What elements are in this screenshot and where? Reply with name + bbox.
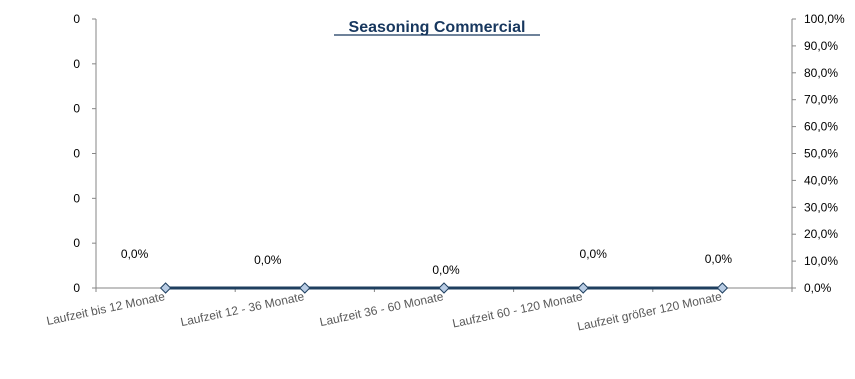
x-axis: Laufzeit bis 12 Monate Laufzeit 12 - 36 M… bbox=[45, 287, 793, 334]
right-axis-tick-label: 70,0% bbox=[804, 93, 838, 107]
data-label: 0,0% bbox=[705, 252, 733, 266]
x-axis-category-label: Laufzeit größer 120 Monate bbox=[576, 289, 723, 333]
series-layer bbox=[159, 282, 729, 294]
x-axis-category-label: Laufzeit 36 - 60 Monate bbox=[318, 289, 445, 329]
left-axis-tick-label: 0 bbox=[73, 236, 80, 250]
left-y-axis: 0 0 0 0 0 0 0 bbox=[73, 12, 97, 295]
x-axis-category-label: Laufzeit 60 - 120 Monate bbox=[451, 289, 584, 330]
right-axis-tick-label: 60,0% bbox=[804, 120, 838, 134]
chart-title: Seasoning Commercial bbox=[349, 19, 526, 36]
left-axis-tick-label: 0 bbox=[73, 57, 80, 71]
right-axis-tick-label: 30,0% bbox=[804, 200, 838, 214]
data-label: 0,0% bbox=[121, 247, 149, 261]
right-axis-tick-label: 40,0% bbox=[804, 173, 838, 187]
series-point-marker bbox=[299, 282, 311, 294]
left-axis-tick-label: 0 bbox=[73, 281, 80, 295]
left-axis-tick-label: 0 bbox=[73, 102, 80, 116]
right-y-axis: 0,0% 10,0% 20,0% 30,0% 40,0% 50,0% 60,0% 70,0% 8… bbox=[791, 12, 845, 295]
right-axis-tick-label: 10,0% bbox=[804, 254, 838, 268]
right-axis-tick-label: 0,0% bbox=[804, 281, 832, 295]
left-axis-tick-label: 0 bbox=[73, 12, 80, 26]
series-point-marker bbox=[577, 282, 589, 294]
data-labels: 0,0% 0,0% 0,0% 0,0% 0,0% bbox=[121, 247, 732, 277]
series-point-marker bbox=[716, 282, 729, 294]
x-axis-category-label: Laufzeit bis 12 Monate bbox=[45, 289, 166, 328]
right-axis-tick-label: 90,0% bbox=[804, 39, 838, 53]
right-axis-tick-label: 80,0% bbox=[804, 66, 838, 80]
left-axis-tick-label: 0 bbox=[73, 147, 80, 161]
data-label: 0,0% bbox=[432, 263, 460, 277]
series-point-marker bbox=[438, 282, 450, 294]
right-axis-tick-label: 20,0% bbox=[804, 227, 838, 241]
data-label: 0,0% bbox=[580, 247, 608, 261]
left-axis-tick-label: 0 bbox=[73, 191, 80, 205]
right-axis-tick-label: 100,0% bbox=[804, 12, 845, 26]
data-label: 0,0% bbox=[254, 253, 282, 267]
x-axis-category-label: Laufzeit 12 - 36 Monate bbox=[179, 289, 306, 329]
right-axis-tick-label: 50,0% bbox=[804, 147, 838, 161]
series-point-marker bbox=[159, 282, 172, 294]
